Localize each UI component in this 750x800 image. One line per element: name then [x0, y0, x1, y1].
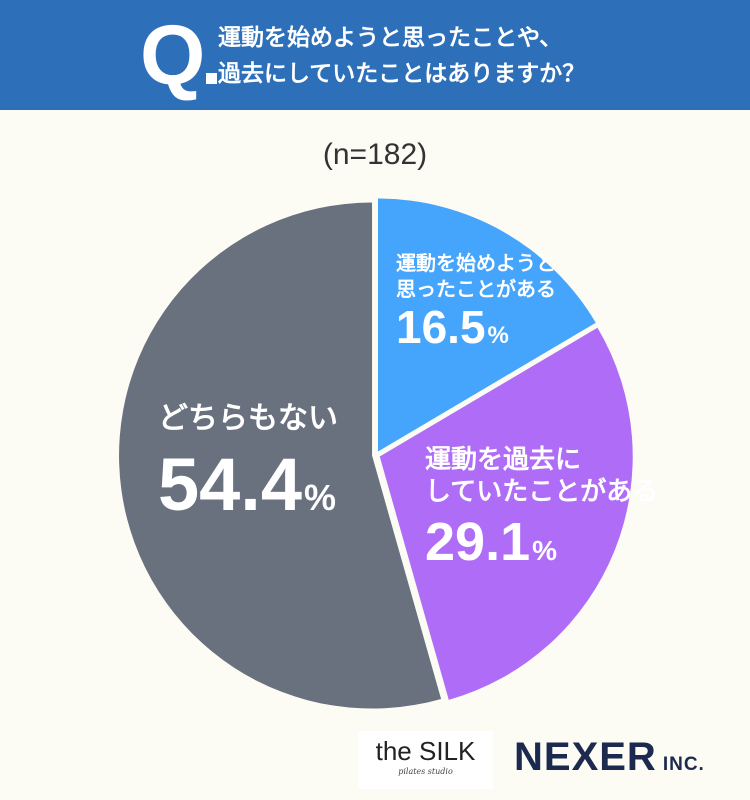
- q-letter: Q: [140, 8, 205, 102]
- sample-size: (n=182): [322, 138, 428, 171]
- slice-label: していたことがある: [425, 476, 658, 507]
- pie-slice: [119, 202, 442, 709]
- percent-sign: %: [532, 535, 557, 566]
- question-header: Q 運動を始めようと思ったことや、 過去にしていたことはありますか？: [0, 0, 750, 110]
- slice-label: 運動を過去に: [425, 445, 581, 475]
- slice-label: どちらもない: [158, 401, 338, 436]
- q-mark: Q: [140, 8, 218, 102]
- question-line-1: 運動を始めようと思ったことや、: [218, 25, 563, 51]
- slice-label: 運動を始めようと: [396, 251, 556, 275]
- slice-label: 思ったことがある: [396, 277, 556, 301]
- pie-slice: [377, 198, 596, 452]
- slice-value: 16.5%: [396, 301, 509, 353]
- percent-sign: %: [488, 322, 509, 349]
- question-line-2: 過去にしていたことはありますか？: [218, 61, 586, 87]
- percent-sign: %: [304, 477, 336, 518]
- pie-slice: [379, 327, 633, 700]
- q-dot: [206, 73, 218, 84]
- question-text: 運動を始めようと思ったことや、 過去にしていたことはありますか？: [218, 20, 718, 92]
